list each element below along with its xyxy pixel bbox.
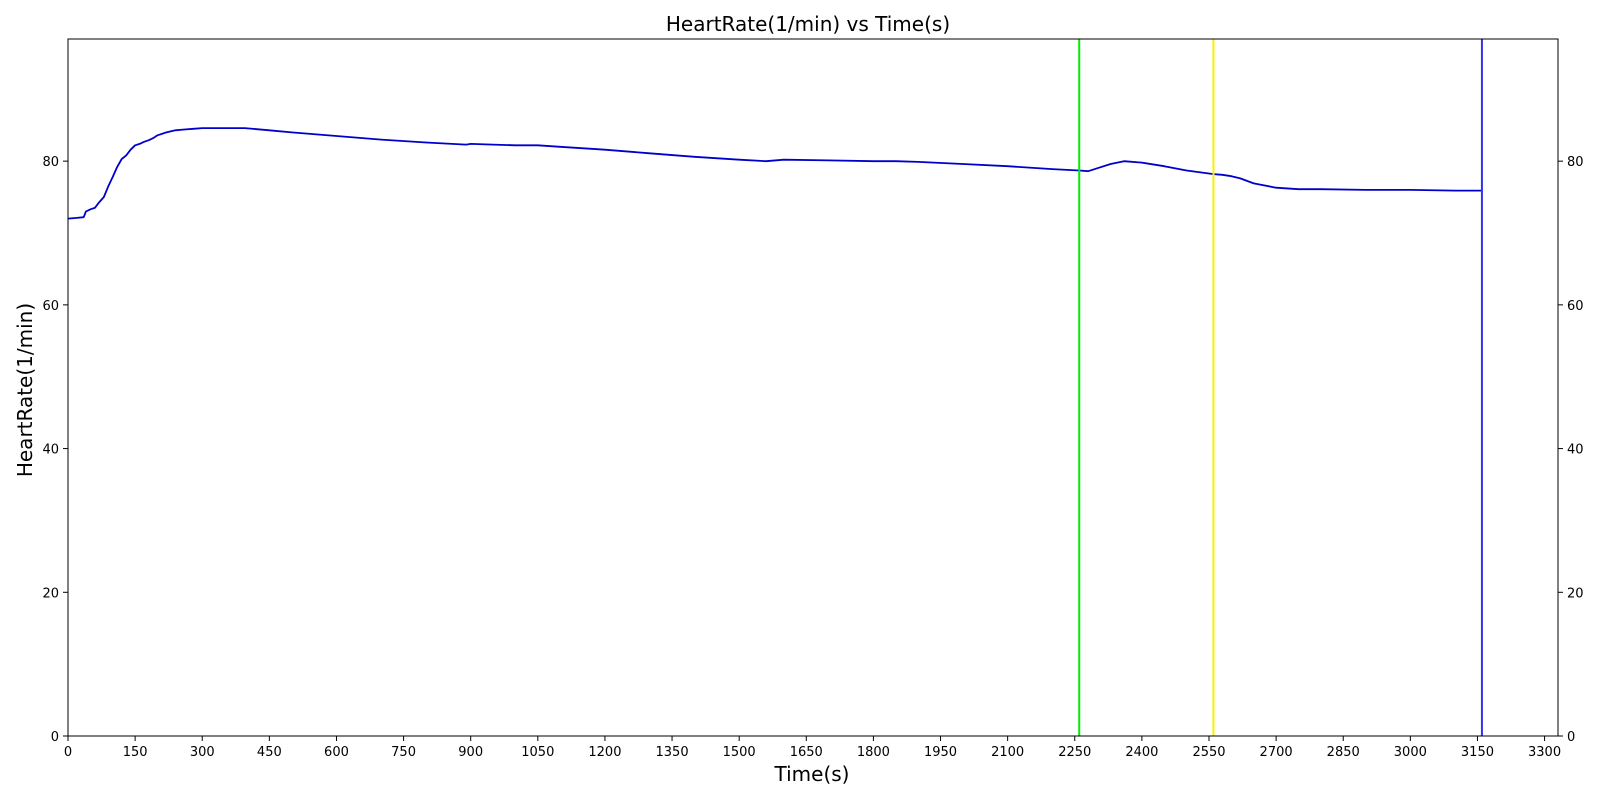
x-tick-label-3: 450 [257, 745, 282, 760]
axes: 0 150 300 450 600 750 900 1050 1200 1350 1500 1650 1… [42, 155, 1583, 760]
y-tick-label-right-0: 0 [1567, 730, 1575, 745]
x-tick-label-14: 2100 [991, 745, 1024, 760]
y-tick-label-right-4: 80 [1567, 155, 1584, 170]
y-tick-label-left-1: 20 [42, 586, 59, 601]
x-tick-label-18: 2700 [1260, 745, 1293, 760]
x-tick-label-7: 1050 [521, 745, 554, 760]
y-tick-label-left-4: 80 [42, 155, 59, 170]
plot-area [67, 39, 1483, 736]
y-tick-label-right-2: 40 [1567, 443, 1584, 458]
x-tick-label-17: 2550 [1192, 745, 1225, 760]
x-tick-label-22: 3300 [1528, 745, 1561, 760]
x-tick-label-1: 150 [123, 745, 148, 760]
marker-lines [1078, 39, 1483, 736]
x-tick-label-16: 2400 [1125, 745, 1158, 760]
y-tick-label-left-0: 0 [51, 730, 59, 745]
x-tick-label-10: 1500 [723, 745, 756, 760]
x-tick-label-19: 2850 [1327, 745, 1360, 760]
x-tick-label-5: 750 [391, 745, 416, 760]
x-tick-label-8: 1200 [588, 745, 621, 760]
x-tick-label-12: 1800 [857, 745, 890, 760]
x-axis-label: Time(s) [774, 762, 850, 786]
x-tick-label-20: 3000 [1394, 745, 1427, 760]
y-tick-label-left-2: 40 [42, 443, 59, 458]
plot-frame [67, 38, 1559, 737]
x-tick-label-11: 1650 [790, 745, 823, 760]
y-tick-label-right-1: 20 [1567, 586, 1584, 601]
x-tick-label-9: 1350 [656, 745, 689, 760]
y-tick-label-left-3: 60 [42, 299, 59, 314]
x-tick-label-0: 0 [64, 745, 72, 760]
x-tick-label-13: 1950 [924, 745, 957, 760]
y-tick-label-right-3: 60 [1567, 299, 1584, 314]
x-tick-label-2: 300 [190, 745, 215, 760]
x-tick-label-15: 2250 [1058, 745, 1091, 760]
series-layer [67, 127, 1482, 220]
x-tick-label-21: 3150 [1461, 745, 1494, 760]
x-tick-label-6: 900 [458, 745, 483, 760]
chart-title: HeartRate(1/min) vs Time(s) [666, 12, 950, 36]
y-axis-label: HeartRate(1/min) [13, 303, 37, 477]
x-tick-label-4: 600 [324, 745, 349, 760]
series-line-0 [67, 127, 1482, 220]
